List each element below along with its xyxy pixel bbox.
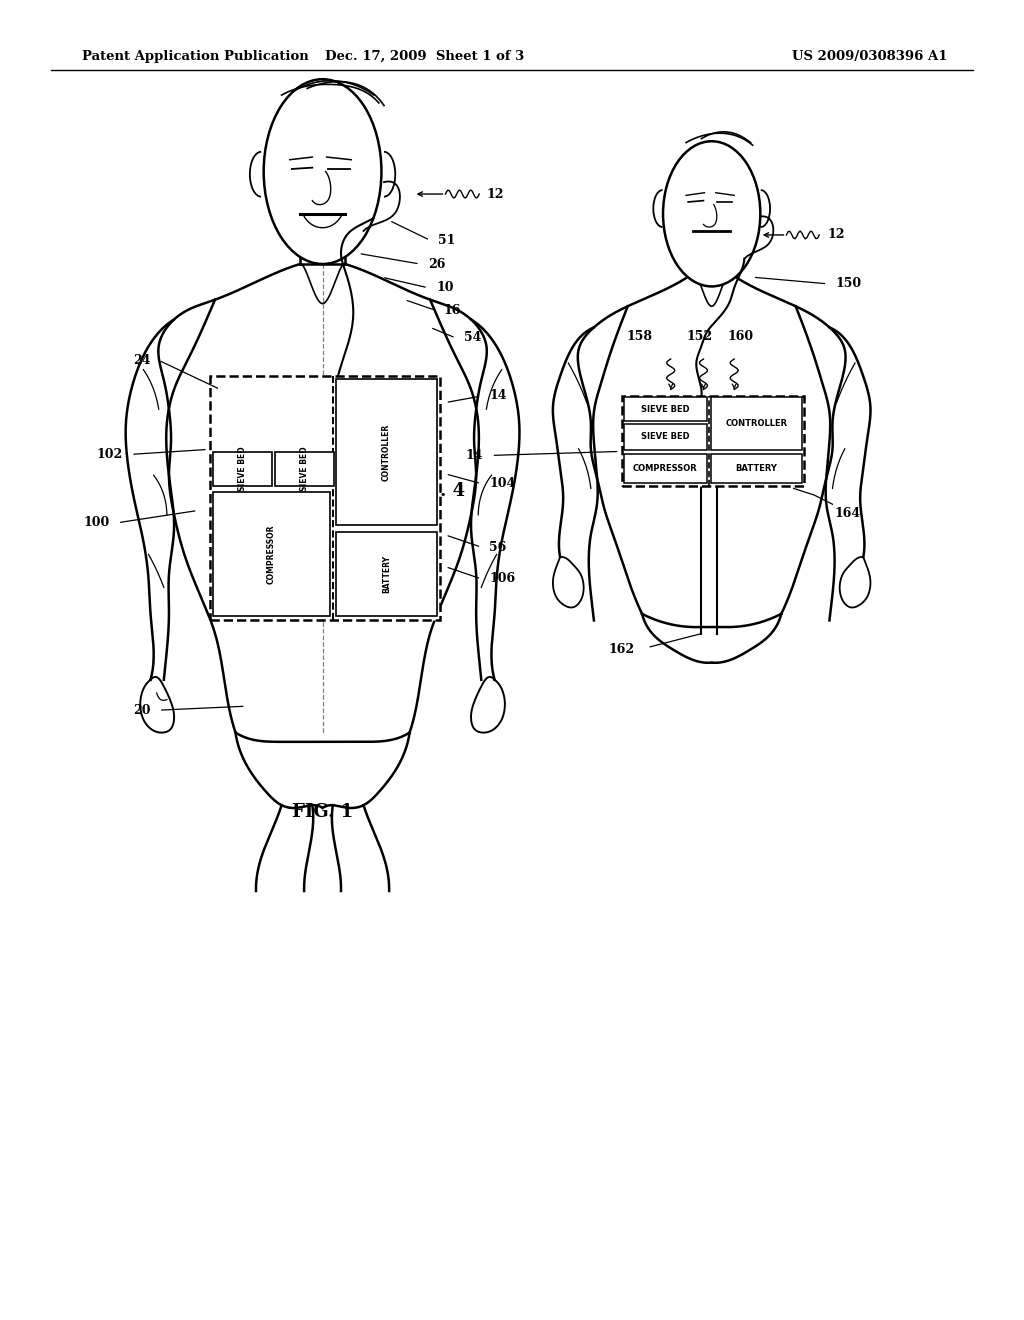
Text: SIEVE BED: SIEVE BED [300, 446, 309, 491]
Text: 51: 51 [438, 234, 456, 247]
Text: 104: 104 [489, 477, 516, 490]
Text: Dec. 17, 2009  Sheet 1 of 3: Dec. 17, 2009 Sheet 1 of 3 [326, 50, 524, 63]
FancyBboxPatch shape [711, 397, 802, 450]
FancyBboxPatch shape [213, 451, 272, 486]
Ellipse shape [664, 141, 760, 286]
Text: Patent Application Publication: Patent Application Publication [82, 50, 308, 63]
FancyBboxPatch shape [210, 376, 440, 620]
Text: 10: 10 [436, 281, 454, 294]
Text: FIG. 4: FIG. 4 [404, 482, 466, 500]
Text: 20: 20 [133, 704, 151, 717]
Text: 12: 12 [827, 228, 845, 242]
Text: SIEVE BED: SIEVE BED [238, 446, 247, 491]
Text: 102: 102 [96, 447, 123, 461]
Text: CONTROLLER: CONTROLLER [725, 420, 787, 428]
Text: 54: 54 [464, 331, 481, 345]
Text: 14: 14 [466, 449, 483, 462]
Text: 158: 158 [627, 330, 653, 343]
Text: 14: 14 [489, 389, 507, 403]
FancyBboxPatch shape [275, 451, 334, 486]
Text: 162: 162 [608, 643, 635, 656]
Text: FIG. 1: FIG. 1 [292, 803, 353, 821]
FancyBboxPatch shape [624, 397, 707, 421]
Text: 106: 106 [489, 573, 516, 585]
Text: 26: 26 [428, 257, 445, 271]
FancyBboxPatch shape [336, 379, 437, 525]
Text: COMPRESSOR: COMPRESSOR [267, 525, 275, 585]
Text: CONTROLLER: CONTROLLER [382, 424, 391, 480]
Text: BATTERY: BATTERY [735, 465, 777, 473]
Text: 100: 100 [83, 516, 110, 529]
FancyBboxPatch shape [622, 396, 804, 486]
Text: 16: 16 [443, 304, 461, 317]
Text: 24: 24 [133, 354, 151, 367]
Text: 152: 152 [686, 330, 713, 343]
Text: COMPRESSOR: COMPRESSOR [633, 465, 697, 473]
FancyBboxPatch shape [336, 532, 437, 616]
Text: 150: 150 [836, 277, 862, 290]
Text: BATTERY: BATTERY [382, 554, 391, 593]
Text: 164: 164 [835, 507, 861, 520]
FancyBboxPatch shape [711, 454, 802, 483]
FancyBboxPatch shape [624, 424, 707, 450]
Text: SIEVE BED: SIEVE BED [641, 405, 689, 413]
FancyBboxPatch shape [213, 492, 330, 616]
Text: SIEVE BED: SIEVE BED [641, 433, 689, 441]
Text: 56: 56 [489, 541, 507, 553]
FancyBboxPatch shape [624, 454, 707, 483]
Ellipse shape [264, 79, 381, 264]
Text: US 2009/0308396 A1: US 2009/0308396 A1 [792, 50, 947, 63]
Text: 12: 12 [486, 187, 504, 201]
Text: 160: 160 [727, 330, 754, 343]
